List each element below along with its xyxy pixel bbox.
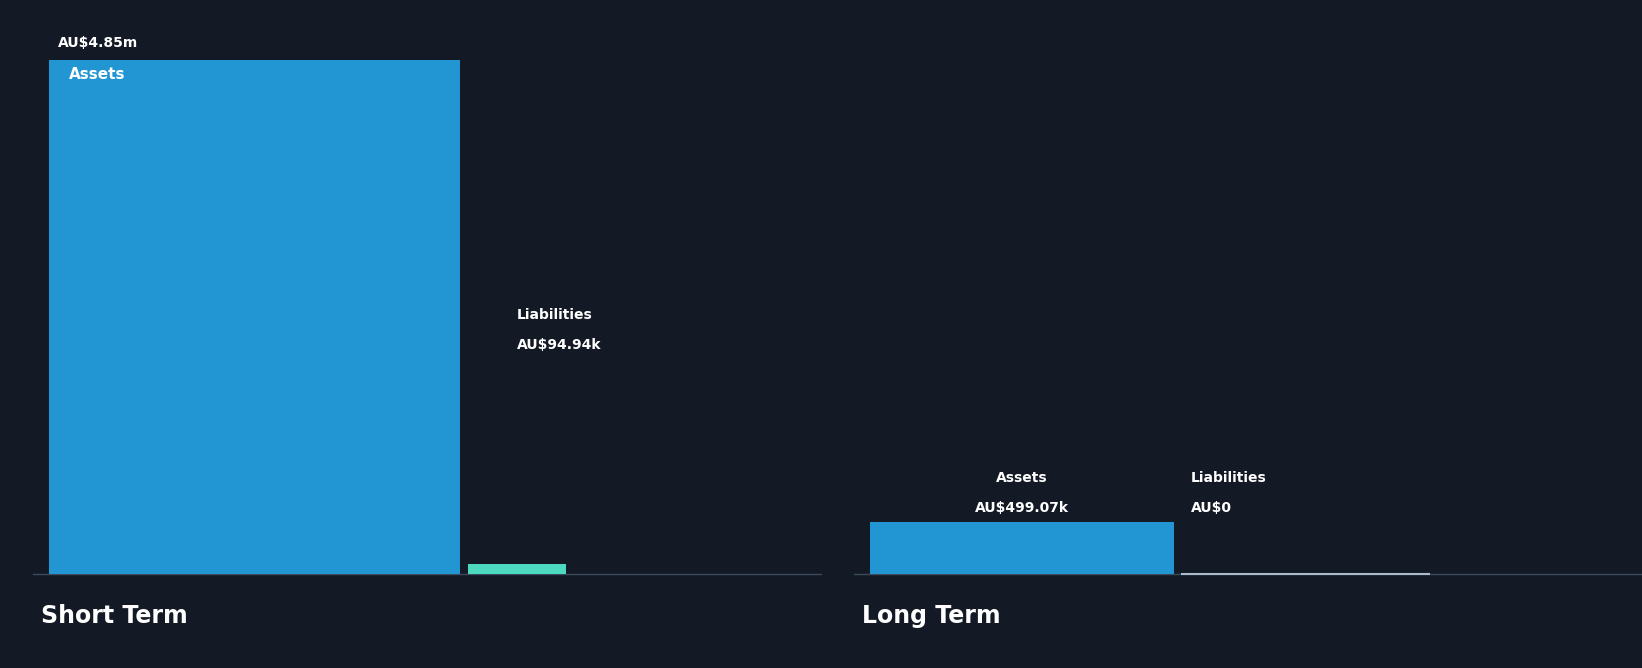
Text: Liabilities: Liabilities [1190,471,1266,485]
Text: Assets: Assets [997,471,1048,485]
Text: Liabilities: Liabilities [517,308,593,322]
Text: Long Term: Long Term [862,604,1000,628]
Bar [49,60,460,574]
Text: AU$4.85m: AU$4.85m [57,36,138,50]
Bar [468,564,566,574]
Text: Assets: Assets [69,67,125,81]
Text: AU$499.07k: AU$499.07k [975,501,1069,515]
Bar [870,522,1174,574]
Text: AU$0: AU$0 [1190,501,1232,515]
Text: Short Term: Short Term [41,604,187,628]
Text: AU$94.94k: AU$94.94k [517,338,601,352]
